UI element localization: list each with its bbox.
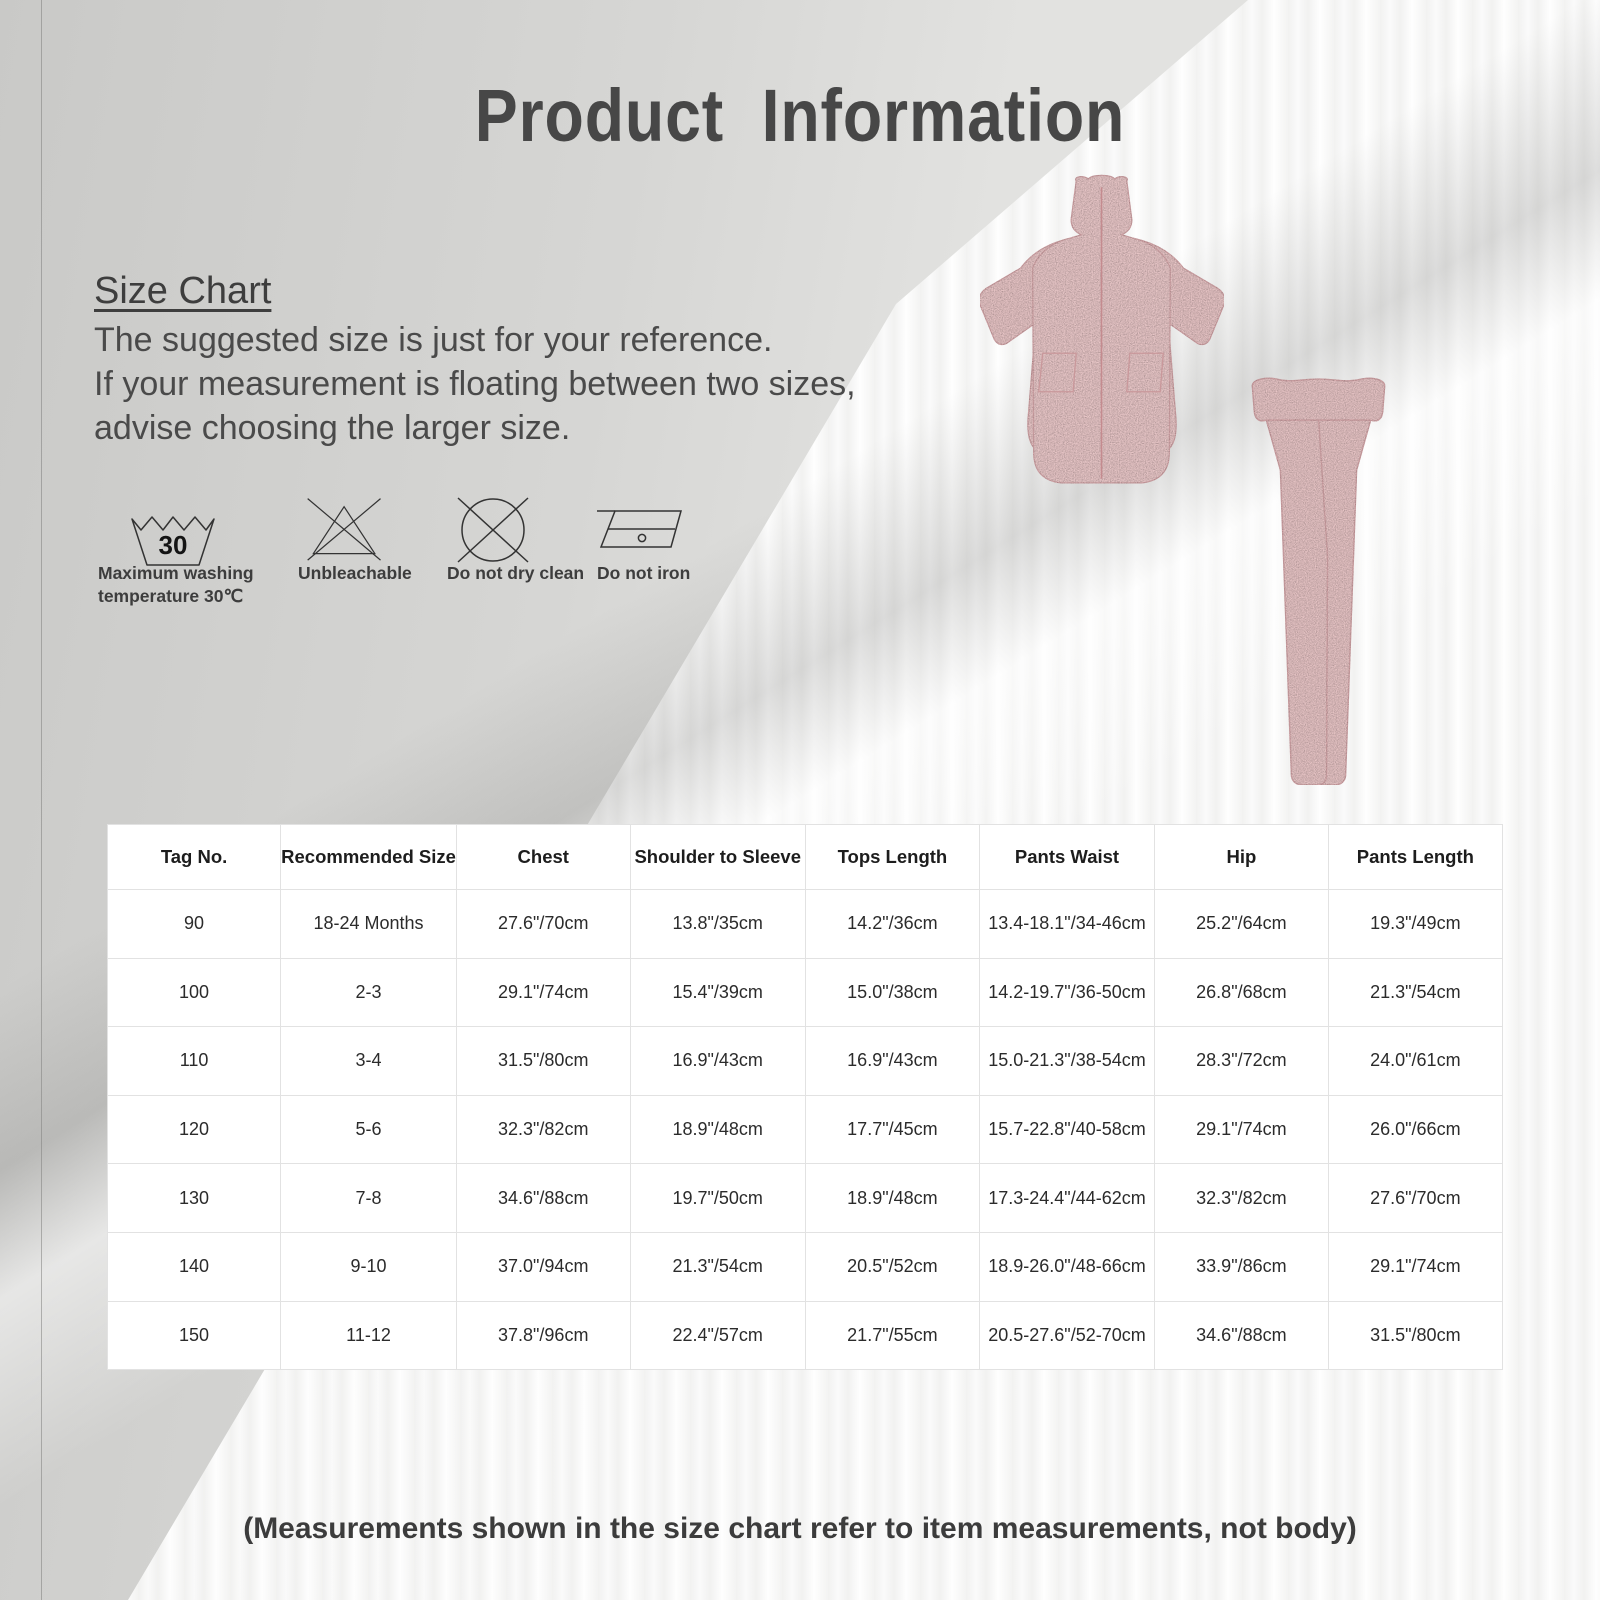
svg-text:30: 30 <box>159 530 188 560</box>
